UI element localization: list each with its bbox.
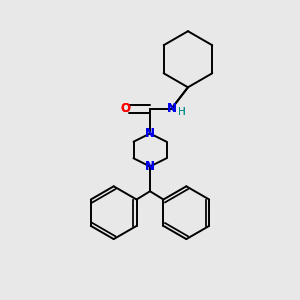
Text: N: N — [145, 160, 155, 173]
Text: H: H — [178, 107, 186, 117]
Text: N: N — [145, 160, 155, 173]
Text: O: O — [121, 102, 130, 115]
Text: H: H — [178, 107, 186, 117]
Text: N: N — [167, 102, 176, 115]
Text: N: N — [145, 127, 155, 140]
Text: N: N — [145, 127, 155, 140]
Text: N: N — [167, 102, 176, 115]
Text: O: O — [121, 102, 130, 115]
